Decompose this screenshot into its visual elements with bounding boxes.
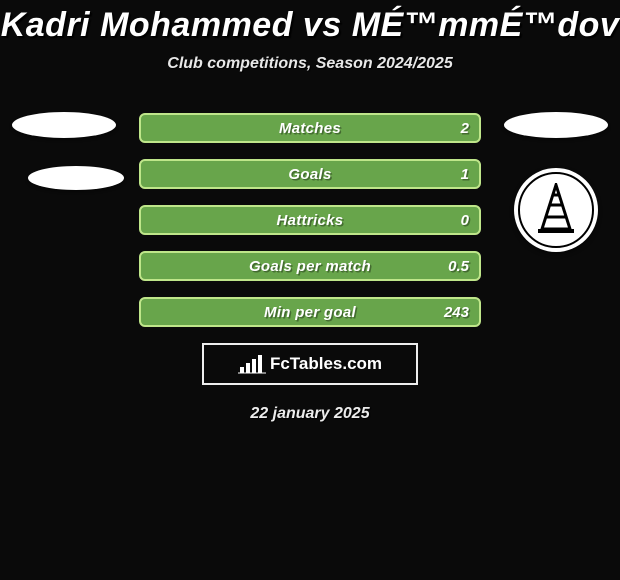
stat-row: Min per goal 243 <box>139 297 481 327</box>
stat-value: 0 <box>461 212 469 229</box>
left-player-avatar-placeholder <box>12 112 116 138</box>
stat-row: Goals 1 <box>139 159 481 189</box>
brand-text: FcTables.com <box>270 354 382 374</box>
date-text: 22 january 2025 <box>0 405 620 423</box>
stat-value: 2 <box>461 120 469 137</box>
right-player-col <box>500 113 612 252</box>
stat-row: Goals per match 0.5 <box>139 251 481 281</box>
stat-row: Hattricks 0 <box>139 205 481 235</box>
stat-value: 243 <box>444 304 469 321</box>
left-player-club-placeholder <box>28 166 124 190</box>
stat-value: 1 <box>461 166 469 183</box>
stat-label: Min per goal <box>264 304 356 321</box>
bar-chart-icon <box>238 353 266 375</box>
brand-box[interactable]: FcTables.com <box>202 343 418 385</box>
page-title: Kadri Mohammed vs MÉ™mmÉ™dov <box>0 0 620 45</box>
comparison-content: Matches 2 Goals 1 Hattricks 0 Goals per … <box>0 113 620 423</box>
stat-value: 0.5 <box>448 258 469 275</box>
left-player-col <box>8 113 120 218</box>
stat-label: Goals <box>288 166 331 183</box>
subtitle: Club competitions, Season 2024/2025 <box>0 55 620 73</box>
stat-row: Matches 2 <box>139 113 481 143</box>
right-player-avatar-placeholder <box>504 112 608 138</box>
stat-label: Hattricks <box>277 212 344 229</box>
stat-label: Goals per match <box>249 258 371 275</box>
stat-label: Matches <box>279 120 341 137</box>
stat-rows: Matches 2 Goals 1 Hattricks 0 Goals per … <box>139 113 481 327</box>
right-player-club-badge <box>514 168 598 252</box>
oil-derrick-icon <box>534 183 578 235</box>
